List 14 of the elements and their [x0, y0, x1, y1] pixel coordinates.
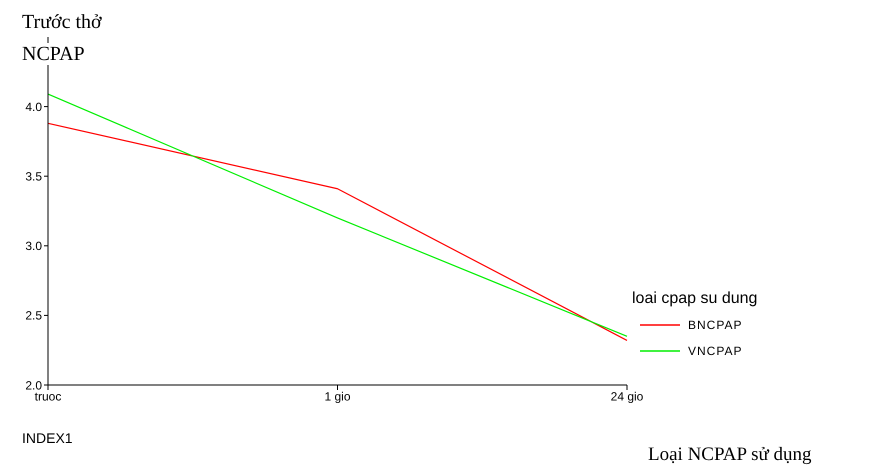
y-axis-title: Trước thở NCPAP: [22, 11, 102, 65]
text: INDEX1: [22, 430, 73, 446]
x-tick-label: 1 gio: [324, 390, 351, 404]
legend-label: VNCPAP: [688, 344, 742, 358]
y-tick-label: 2.5: [25, 308, 42, 323]
y-tick-label: 4.0: [25, 100, 42, 114]
y-tick-label: 3.5: [25, 169, 42, 184]
legend-title: loai cpap su dung: [632, 290, 758, 308]
x-tick-label: truoc: [34, 390, 62, 404]
text: Loại NCPAP sử dụng: [648, 444, 812, 466]
y-tick-label: 3.0: [25, 239, 42, 254]
x-tick-label: 24 gio: [610, 390, 644, 404]
y-tick-label: 2.0: [25, 378, 42, 392]
legend-label: BNCPAP: [688, 318, 742, 332]
